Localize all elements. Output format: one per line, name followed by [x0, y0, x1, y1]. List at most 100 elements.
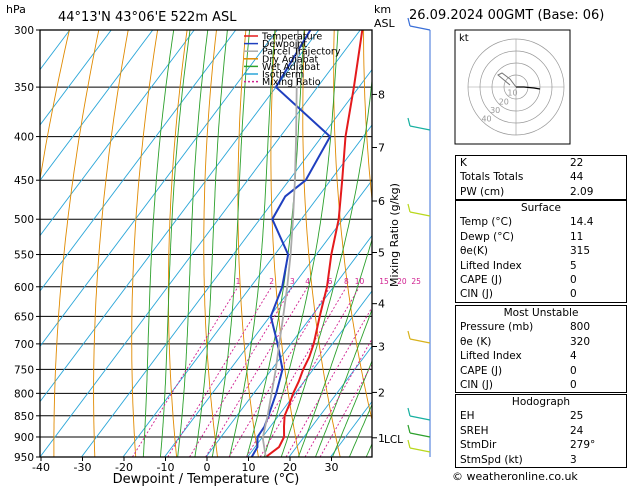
- mixing-ratio-line: [285, 306, 372, 457]
- table-row: Pressure (mb) 800: [456, 320, 626, 334]
- table-row: θe(K) 315: [456, 244, 626, 258]
- table-row: Lifted Index 4: [456, 349, 626, 363]
- hodograph-table-box: Hodograph EH 25 SREH 24 StmDir 279° StmSpd (kt)…: [455, 394, 627, 469]
- hodograph-ring-label: 30: [490, 106, 500, 115]
- row-value: 24: [570, 424, 584, 437]
- row-value: 0: [570, 364, 577, 377]
- wind-barb-flag: [407, 203, 411, 213]
- hodograph-ring-label: 20: [499, 97, 509, 106]
- row-label: CIN (J): [460, 379, 493, 392]
- table-row: θe (K) 320: [456, 335, 626, 349]
- y-tick-label: 700: [14, 339, 34, 351]
- mixing-ratio-label: 10: [355, 277, 365, 286]
- mixing-ratio-label: 4: [305, 277, 310, 286]
- wind-barb: [409, 432, 431, 438]
- mixing-ratio-line: [167, 286, 272, 457]
- row-value: 22: [570, 157, 584, 169]
- table-row: PW (cm) 2.09: [456, 185, 626, 199]
- row-value: 2.09: [570, 185, 594, 198]
- row-value: 0: [570, 274, 577, 287]
- row-value: 0: [570, 379, 577, 392]
- table-row: K 22: [456, 156, 626, 170]
- location-label: 44°13'N 43°06'E 522m ASL: [58, 10, 237, 25]
- dewpoint-line: [250, 30, 332, 457]
- mixing-ratio-label: 2: [269, 277, 274, 286]
- surface-box: Surface Temp (°C) 14.4 Dewp (°C) 11 θe(K) 315 L…: [455, 200, 627, 303]
- table-row: EH 25: [456, 409, 626, 423]
- mixing-ratio-line: [205, 286, 309, 457]
- x-tick-label: -30: [74, 461, 92, 474]
- wet-adiabat-line: [211, 30, 251, 457]
- wet-adiabat-line: [263, 30, 339, 457]
- row-value: 315: [570, 245, 591, 258]
- mixing-ratio-line: [259, 286, 360, 457]
- row-value: 5: [570, 259, 577, 272]
- isotherm-line: [205, 234, 372, 457]
- km-tick-label: 4: [378, 298, 385, 311]
- isotherm-line: [40, 30, 112, 126]
- y-tick-label: 950: [14, 452, 34, 464]
- table-title: Surface: [520, 202, 561, 214]
- wind-barb: [409, 447, 431, 453]
- asl-unit-label: ASL: [374, 17, 396, 30]
- y-tick-label: 400: [14, 132, 34, 144]
- legend-label: Wet Adiabat: [262, 62, 320, 73]
- table-title: Hodograph: [511, 396, 571, 408]
- wind-barb-flag: [407, 330, 411, 340]
- wet-adiabat-line: [297, 238, 372, 457]
- km-tick-label: 3: [378, 341, 385, 354]
- mixing-ratio-label: 6: [328, 277, 333, 286]
- wet-adiabat-line: [348, 403, 372, 457]
- table-row: StmDir 279°: [456, 438, 626, 452]
- x-tick-label: 0: [204, 461, 211, 474]
- dry-adiabat-line: [237, 30, 259, 457]
- hodograph-ring-label: 10: [507, 89, 517, 98]
- row-label: EH: [460, 410, 475, 423]
- hodograph-ring-label: 40: [481, 115, 491, 124]
- row-value: 11: [570, 230, 584, 243]
- footer-credit: © weatheronline.co.uk: [452, 470, 578, 483]
- row-value: 0: [570, 288, 577, 301]
- row-label: θe (K): [460, 335, 492, 348]
- row-label: Lifted Index: [460, 350, 522, 363]
- wet-adiabat-line: [177, 30, 209, 457]
- km-tick-label: 8: [378, 88, 385, 101]
- km-unit-label: km: [374, 3, 391, 16]
- table-row: Totals Totals 44: [456, 170, 626, 184]
- row-value: 3: [570, 453, 577, 466]
- mixing-ratio-label: 15: [379, 277, 389, 286]
- row-label: StmDir: [460, 439, 497, 452]
- dry-adiabat-line: [393, 30, 463, 457]
- row-value: 44: [570, 171, 584, 184]
- row-value: 800: [570, 321, 591, 334]
- x-axis-title: Dewpoint / Temperature (°C): [113, 472, 300, 486]
- mixing-ratio-label: 3: [290, 277, 295, 286]
- y-tick-label: 550: [14, 250, 34, 262]
- dry-adiabat-line: [93, 30, 129, 457]
- y-tick-label: 900: [14, 432, 34, 444]
- isotherm-line: [40, 30, 195, 237]
- mixing-ratio-label: 20: [397, 277, 407, 286]
- mixing-ratio-label: 8: [344, 277, 349, 286]
- isotherm-line: [40, 30, 320, 403]
- y-unit-label: hPa: [6, 3, 26, 16]
- indices-box: K 22 Totals Totals 44 PW (cm) 2.09: [455, 155, 627, 201]
- mixing-ratio-label: 1: [236, 277, 241, 286]
- table-row: SREH 24: [456, 424, 626, 438]
- wind-barb: [409, 125, 431, 131]
- row-label: Totals Totals: [460, 171, 524, 184]
- wet-adiabat-line: [331, 359, 372, 457]
- isotherm-line: [40, 30, 154, 182]
- unstable-box: Most Unstable Pressure (mb) 800 θe (K) 320 Li…: [455, 305, 627, 394]
- table-row: StmSpd (kt) 3: [456, 453, 626, 467]
- table-row: CIN (J) 0: [456, 287, 626, 301]
- table-title: Most Unstable: [503, 307, 579, 319]
- row-label: K: [460, 157, 467, 169]
- mixing-ratio-line: [228, 286, 331, 457]
- hodograph-storm-motion: [497, 72, 517, 88]
- km-tick-label: 2: [378, 386, 385, 399]
- mixing-ratio-line: [304, 338, 372, 457]
